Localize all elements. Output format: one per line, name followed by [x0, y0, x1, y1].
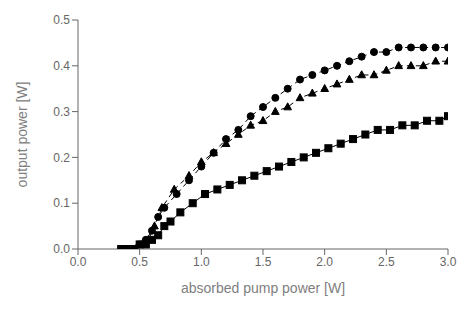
svg-text:0.2: 0.2 [53, 151, 70, 165]
svg-text:1.5: 1.5 [255, 255, 272, 269]
svg-text:0.1: 0.1 [53, 196, 70, 210]
svg-text:3.0: 3.0 [440, 255, 457, 269]
svg-text:0.5: 0.5 [53, 13, 70, 27]
svg-text:1.0: 1.0 [193, 255, 210, 269]
svg-text:2.5: 2.5 [378, 255, 395, 269]
svg-text:0.4: 0.4 [53, 59, 70, 73]
svg-text:0.3: 0.3 [53, 105, 70, 119]
svg-text:0.0: 0.0 [53, 242, 70, 256]
svg-text:output power [W]: output power [W] [14, 82, 30, 188]
svg-text:0.0: 0.0 [70, 255, 87, 269]
svg-text:absorbed pump power [W]: absorbed pump power [W] [181, 280, 345, 296]
svg-text:0.5: 0.5 [131, 255, 148, 269]
svg-text:2.0: 2.0 [316, 255, 333, 269]
